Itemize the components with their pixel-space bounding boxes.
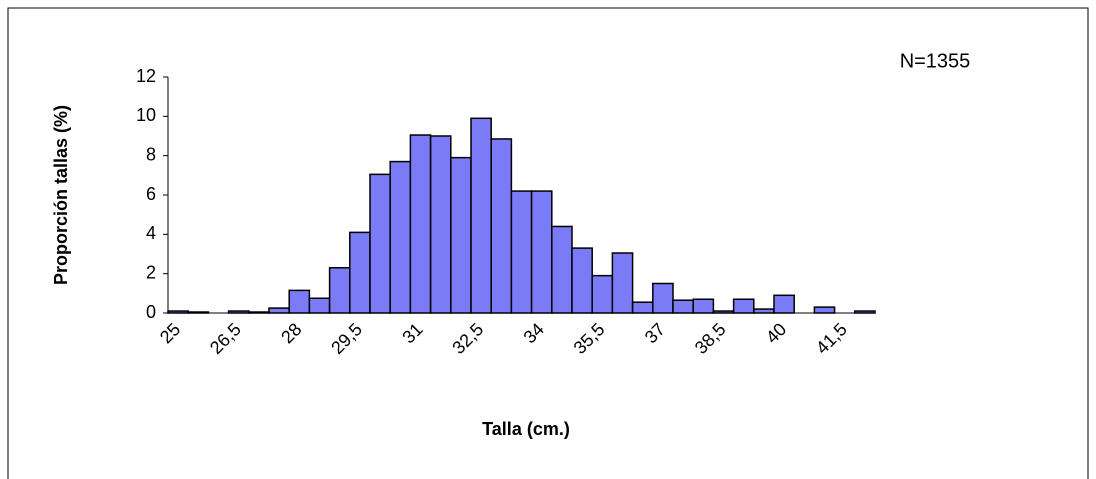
y-axis-title: Proporción tallas (%) [51,105,71,285]
x-tick-label: 41,5 [812,319,851,358]
bar [389,160,412,314]
y-tick-label: 10 [136,105,156,125]
y-tick-label: 8 [146,144,156,164]
y-tick-label: 12 [136,66,156,86]
x-tick-label: 25 [156,319,184,347]
bar [692,298,715,314]
bar [429,135,452,314]
bar [530,190,553,314]
y-tick-label: 0 [146,302,156,322]
bar [308,297,331,314]
bar [813,306,836,314]
bar [490,138,513,314]
bar [652,282,674,314]
x-tick-label: 31 [398,319,426,347]
y-tick-label: 6 [146,184,156,204]
bar [672,299,694,314]
x-tick-label: 28 [277,319,305,347]
bar [773,294,795,314]
x-tick-label: 40 [762,319,790,347]
bar [288,289,311,314]
x-axis-title: Talla (cm.) [482,419,570,439]
bar [732,298,755,314]
x-tick-label: 32,5 [448,319,487,358]
bar [470,117,492,314]
bar [551,225,573,314]
bar [611,252,634,314]
bar [591,274,614,314]
x-tick-label: 34 [520,319,548,347]
bar [510,190,533,314]
x-tick-label: 26,5 [206,319,245,358]
bar [328,267,351,314]
y-tick-label: 4 [146,223,156,243]
chart-frame [7,7,1089,479]
bar [631,301,654,314]
x-tick-label: 29,5 [327,319,366,358]
bar [369,173,391,314]
bar [571,247,593,314]
bar [349,231,371,314]
bar [753,308,775,314]
x-tick-label: 37 [641,319,669,347]
x-tick-label: 35,5 [570,319,609,358]
annotation: N=1355 [900,50,971,72]
bar [268,307,290,314]
bar [409,134,432,314]
x-tick-label: 38,5 [691,319,730,358]
y-tick-label: 2 [146,262,156,282]
bar [450,156,472,314]
